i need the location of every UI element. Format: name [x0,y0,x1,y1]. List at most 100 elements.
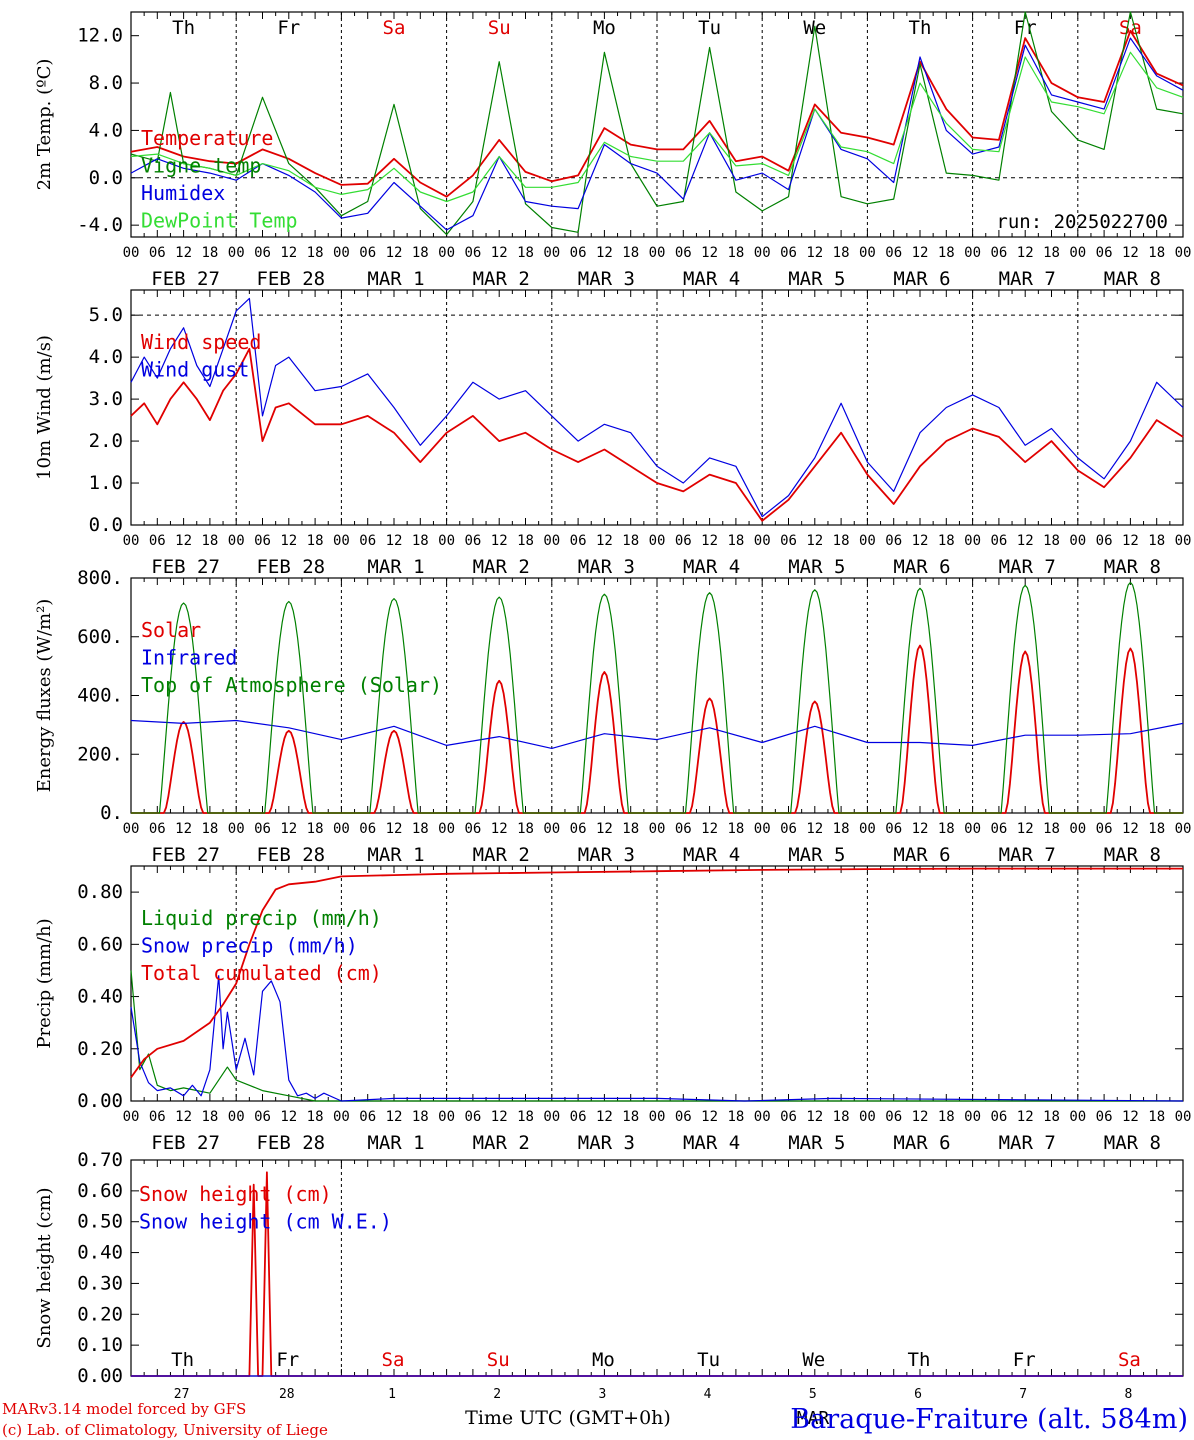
hour-tick-label: 18 [412,245,429,261]
hour-tick-label: 06 [780,533,797,549]
hour-tick-label: 12 [596,533,613,549]
hour-tick-label: 00 [123,1109,140,1125]
weekday-label: Mo [592,1349,615,1371]
hour-tick-label: 12 [280,533,297,549]
hour-tick-label: 06 [254,533,271,549]
hour-tick-label: 00 [543,533,560,549]
legend-entry: Total cumulated (cm) [141,961,382,985]
hour-tick-label: 18 [517,245,534,261]
hour-tick-label: 00 [228,533,245,549]
hour-tick-label: 00 [754,1109,771,1125]
hour-tick-label: 00 [964,1109,981,1125]
hour-tick-label: 00 [754,533,771,549]
legend-entry: Wind speed [141,330,261,354]
hour-tick-label: 18 [1148,821,1165,837]
snow-ylabel: Snow height (cm) [34,1187,55,1348]
date-label: MAR 8 [1104,1132,1161,1154]
weekday-label: Sa [382,1349,405,1371]
hour-tick-label: 12 [1122,1109,1139,1125]
hour-tick-label: 18 [307,821,324,837]
legend-entry: Infrared [141,646,237,670]
precip-panel: 0.00 0.20 0.40 0.60 0.80 Precip (mm/h) 00 06 12 1… [34,865,1191,1154]
hour-tick-label: 00 [1175,245,1192,261]
hour-tick-label: 18 [517,533,534,549]
model-credit: MARv3.14 model forced by GFS [2,1400,246,1418]
hour-tick-label: 18 [727,1109,744,1125]
hour-tick-label: 18 [938,1109,955,1125]
hour-tick-label: 06 [780,821,797,837]
hour-tick-label: 06 [1096,533,1113,549]
hour-tick-label: 12 [596,1109,613,1125]
precip-ylabel: Precip (mm/h) [34,918,55,1048]
hour-tick-label: 06 [149,245,166,261]
hour-tick-label: 18 [938,821,955,837]
date-label: MAR 6 [893,1132,950,1154]
day-number-label: 28 [279,1387,295,1402]
hour-tick-label: 06 [675,533,692,549]
hour-tick-label: 00 [543,1109,560,1125]
hour-tick-label: 12 [491,245,508,261]
hour-tick-label: 12 [386,1109,403,1125]
hour-tick-label: 00 [859,533,876,549]
date-label: MAR 6 [893,556,950,578]
date-label: FEB 28 [256,268,325,290]
hour-tick-label: 06 [254,1109,271,1125]
hour-tick-label: 12 [386,821,403,837]
weekday-label: Fr [1014,17,1037,39]
hour-tick-label: 06 [570,533,587,549]
hour-tick-label: 12 [491,821,508,837]
series-vigne-temp [130,11,1184,236]
y-tick-label: 3.0 [89,388,123,410]
hour-tick-label: 06 [254,245,271,261]
y-tick-label: 200. [77,743,123,765]
hour-tick-label: 06 [254,821,271,837]
day-number-label: 7 [1019,1387,1027,1402]
date-label: MAR 8 [1104,844,1161,866]
y-tick-label: 4.0 [89,119,123,141]
month-label: MAR [797,1408,830,1429]
energy-ylabel: Energy fluxes (W/m²) [34,599,55,793]
hour-tick-label: 00 [228,245,245,261]
hour-tick-label: 12 [1017,1109,1034,1125]
hour-tick-label: 12 [701,1109,718,1125]
y-tick-label: 400. [77,685,123,707]
date-label: MAR 8 [1104,268,1161,290]
date-label: FEB 27 [151,1132,220,1154]
hour-tick-label: 06 [359,245,376,261]
y-tick-label: 5.0 [89,304,123,326]
legend-entry: Solar [141,618,201,642]
legend-entry: Snow height (cm) [139,1182,332,1206]
legend-entry: Snow precip (mm/h) [141,934,358,958]
hour-tick-label: 12 [596,245,613,261]
hour-tick-label: 18 [622,533,639,549]
day-number-label: 6 [914,1387,922,1402]
y-tick-label: 8.0 [89,72,123,94]
series-humidex [130,37,1184,231]
y-tick-label: 0.10 [77,1334,123,1356]
hour-tick-label: 18 [201,245,218,261]
legend-entry: Humidex [141,181,225,205]
weekday-label: Th [908,1349,931,1371]
date-label: FEB 28 [256,556,325,578]
date-label: MAR 1 [367,844,424,866]
y-tick-label: 1.0 [89,472,123,494]
hour-tick-label: 18 [201,821,218,837]
hour-tick-label: 18 [517,821,534,837]
weekday-label: Th [171,1349,194,1371]
day-number-label: 3 [598,1387,606,1402]
hour-tick-label: 12 [701,533,718,549]
date-label: MAR 6 [893,268,950,290]
hour-tick-label: 18 [412,533,429,549]
date-label: MAR 3 [578,844,635,866]
hour-tick-label: 06 [570,245,587,261]
hour-tick-label: 06 [359,533,376,549]
hour-tick-label: 12 [175,245,192,261]
hour-tick-label: 12 [912,245,929,261]
hour-tick-label: 06 [570,821,587,837]
hour-tick-label: 06 [780,1109,797,1125]
y-tick-label: 0.60 [77,1180,123,1202]
hour-tick-label: 18 [307,1109,324,1125]
y-tick-label: 0.0 [89,514,123,536]
hour-tick-label: 06 [990,821,1007,837]
hour-tick-label: 00 [964,245,981,261]
